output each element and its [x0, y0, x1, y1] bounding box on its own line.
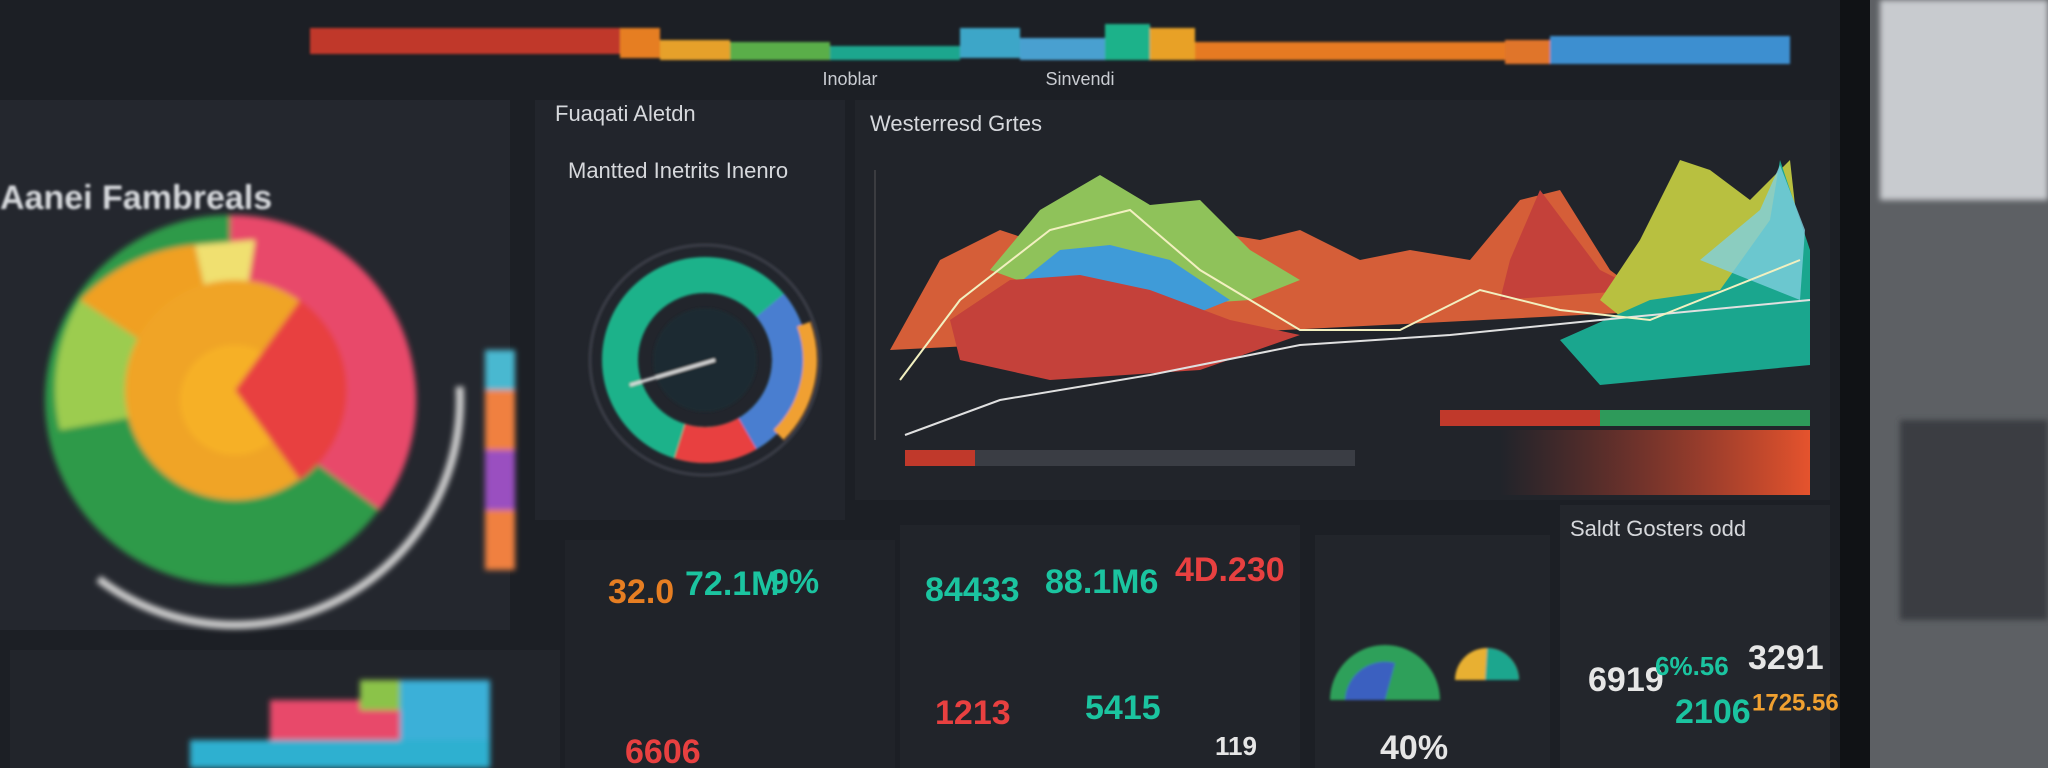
top-strip [310, 24, 1790, 64]
shape [1440, 410, 1600, 426]
shape [1700, 165, 1805, 300]
shape [1020, 38, 1110, 60]
kpi-value: 84433 [925, 571, 1020, 609]
shape [1150, 28, 1195, 60]
kpi-value: 1213 [935, 694, 1011, 732]
kpi-value: 2106 [1675, 693, 1751, 731]
kpi-value: 40% [1380, 729, 1448, 767]
shape [660, 40, 730, 60]
shape [960, 28, 1020, 58]
window-light [1880, 0, 2048, 200]
shape [190, 740, 490, 768]
shape [593, 248, 817, 472]
kpi-value: 6919 [1588, 661, 1664, 699]
shape [904, 299, 1811, 436]
kpi-value: 119 [1215, 731, 1257, 761]
shape [1500, 430, 1810, 495]
shape [629, 358, 716, 387]
kpi-value: 6%.56 [1655, 651, 1729, 681]
shape [730, 42, 830, 60]
shape [950, 275, 1300, 380]
shape [400, 680, 490, 740]
shape [905, 450, 1355, 466]
shape [1500, 190, 1640, 300]
panel-title: Aanei Fambreals [0, 179, 272, 217]
kpi-value: 88.1M6 [1045, 563, 1158, 601]
shape [485, 450, 515, 510]
shape [653, 308, 757, 412]
shape [485, 350, 515, 390]
monitor-bezel [1840, 0, 1870, 768]
bottom-bars [190, 680, 490, 768]
kpi-value: 72.1M [685, 565, 780, 603]
strip-label: Inoblar [822, 69, 877, 89]
panel [1560, 505, 1830, 768]
shape [310, 28, 660, 54]
shape [1485, 648, 1519, 680]
shape [1195, 42, 1505, 60]
shape [899, 208, 1801, 381]
shape [6, 171, 464, 629]
kpi-value: 4D.230 [1175, 551, 1285, 589]
kpi-value: 5415 [1085, 689, 1161, 727]
shape [1345, 661, 1395, 700]
desk-object [1900, 420, 2048, 620]
kpi-value: 6606 [625, 733, 701, 768]
panel-title: Westerresd Grtes [870, 111, 1042, 136]
strip-label: Sinvendi [1045, 69, 1114, 89]
panel [900, 525, 1300, 768]
kpi-group: 32.0 72.1M 9% 84433 88.1M6 4D.230 1213 5… [608, 551, 1839, 768]
donut-chart [588, 243, 822, 477]
kpi-value: 1725.56 [1752, 689, 1839, 716]
area-chart [874, 160, 1811, 495]
shape [1550, 36, 1790, 64]
shape [1105, 24, 1150, 60]
panel-subtitle: Mantted Inetrits Inenro [568, 158, 788, 183]
shape [1505, 40, 1550, 64]
panel [565, 540, 895, 768]
panel [1315, 535, 1550, 768]
shape [588, 243, 822, 477]
gauges [1330, 645, 1519, 700]
shape [905, 450, 975, 466]
shape [602, 257, 808, 463]
shape [620, 28, 660, 58]
kpi-value: 3291 [1748, 639, 1824, 677]
shape [830, 46, 960, 60]
panel-title: Saldt Gosters odd [1570, 516, 1746, 541]
pie-chart [6, 171, 515, 629]
shape [235, 300, 347, 480]
kpi-value: 9% [770, 563, 819, 601]
shape [602, 257, 808, 463]
panel-title: Fuaqati Aletdn [555, 101, 696, 126]
shape [1560, 160, 1810, 385]
kpi-value: 32.0 [608, 573, 674, 611]
